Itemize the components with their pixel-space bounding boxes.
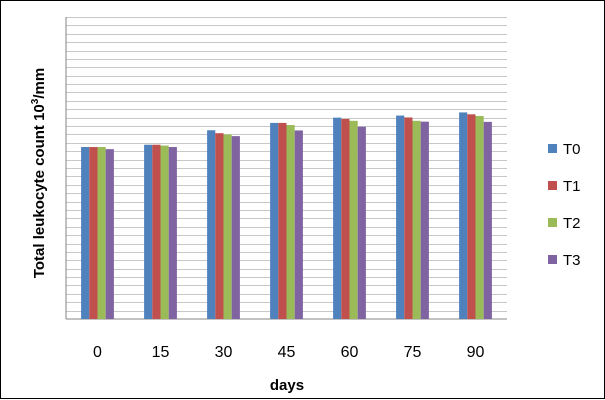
bar-t1-day-90 <box>467 114 476 319</box>
bar-t1-day-45 <box>278 122 287 319</box>
x-tick-label: 60 <box>341 344 359 361</box>
bar-t1-day-75 <box>404 117 413 320</box>
bar-t2-day-90 <box>475 115 484 319</box>
bar-t2-day-15 <box>160 145 169 319</box>
x-tick-label: 15 <box>152 344 170 361</box>
bar-t3-day-45 <box>294 130 303 319</box>
bar-t3-day-90 <box>483 121 492 319</box>
legend-swatch-t3 <box>548 255 557 264</box>
bar-t1-day-60 <box>341 118 350 319</box>
bar-t1-day-30 <box>215 133 224 319</box>
bar-t0-day-75 <box>396 115 405 319</box>
bar-t2-day-45 <box>286 125 295 319</box>
x-tick-label: 75 <box>404 344 422 361</box>
y-axis-label-superscript: 3 <box>30 98 41 104</box>
y-axis-label: Total leukocyte count 103/mm <box>30 68 48 278</box>
legend-swatch-t0 <box>548 144 557 153</box>
legend-swatch-t1 <box>548 181 557 190</box>
bar-t0-day-60 <box>333 117 342 320</box>
bar-t0-day-0 <box>81 147 90 319</box>
legend-label-t1: T1 <box>563 178 581 195</box>
bar-t0-day-15 <box>144 144 153 319</box>
bar-t2-day-75 <box>412 120 421 319</box>
y-axis-label-main: Total leukocyte count 10 <box>31 104 48 278</box>
legend: T0 T1 T2 T3 <box>548 141 581 269</box>
bar-t2-day-60 <box>349 120 358 319</box>
bar-t3-day-30 <box>231 136 240 319</box>
bar-t3-day-0 <box>105 149 114 319</box>
bar-t0-day-90 <box>459 112 468 319</box>
legend-label-t0: T0 <box>563 141 581 158</box>
bar-t1-day-15 <box>152 144 161 319</box>
x-axis-label: days <box>270 377 304 394</box>
legend-label-t3: T3 <box>563 252 581 269</box>
bar-t3-day-60 <box>357 126 366 319</box>
bar-t0-day-45 <box>270 122 279 319</box>
x-tick-labels: 0 15 30 45 60 75 90 <box>93 344 484 361</box>
x-tick-label: 45 <box>278 344 296 361</box>
x-tick-label: 0 <box>93 344 102 361</box>
bar-t0-day-30 <box>207 130 216 319</box>
x-tick-label: 30 <box>215 344 233 361</box>
legend-swatch-t2 <box>548 218 557 227</box>
x-tick-label: 90 <box>467 344 485 361</box>
bar-t2-day-0 <box>97 147 106 319</box>
bar-t1-day-0 <box>89 147 98 319</box>
legend-label-t2: T2 <box>563 215 581 232</box>
bar-t3-day-15 <box>168 147 177 319</box>
y-axis-label-unit: /mm <box>31 68 48 99</box>
bar-t2-day-30 <box>223 134 232 319</box>
bars <box>81 112 492 320</box>
bar-t3-day-75 <box>420 121 429 319</box>
